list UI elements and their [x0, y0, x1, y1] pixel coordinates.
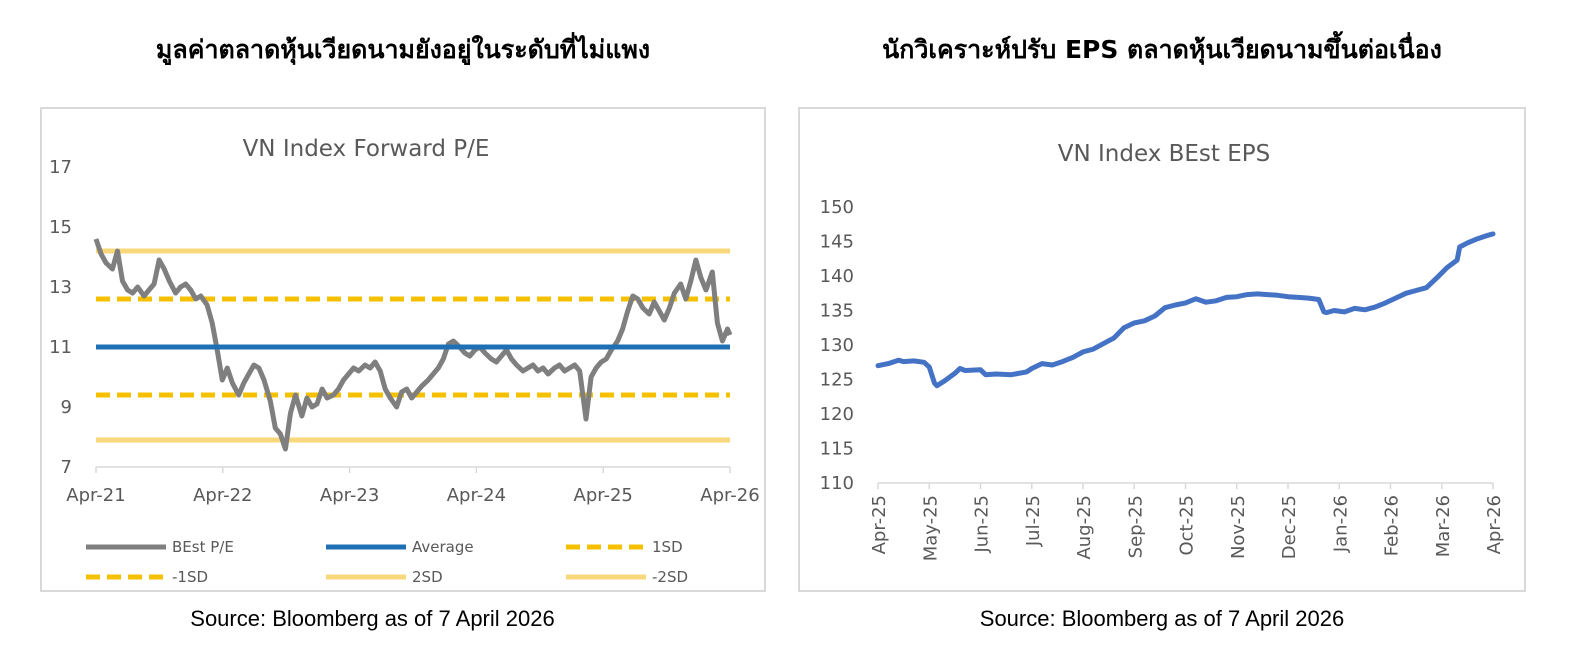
y-tick-label: 125 — [820, 370, 854, 391]
x-tick-label: Apr-25 — [869, 495, 890, 554]
y-tick-label: 140 — [820, 266, 854, 287]
left-source-note: Source: Bloomberg as of 7 April 2026 — [190, 606, 555, 631]
y-tick-label: 130 — [820, 335, 854, 356]
pe-chart-panel: VN Index Forward P/E 7 9 11 13 15 17 Apr-21 Apr-… — [40, 107, 766, 592]
chart-title: VN Index BEst EPS — [1058, 141, 1271, 167]
y-tick-label: 13 — [49, 277, 72, 298]
y-tick-label: 135 — [820, 301, 854, 322]
x-tick-label: Mar-26 — [1433, 495, 1454, 557]
legend-label: -1SD — [172, 568, 208, 586]
legend-label: Average — [412, 538, 474, 556]
legend-label: BEst P/E — [172, 538, 234, 556]
x-tick-label: Oct-25 — [1177, 495, 1198, 556]
legend-label: 2SD — [412, 568, 443, 586]
y-tick-label: 9 — [61, 397, 72, 418]
y-tick-label: 145 — [820, 232, 854, 253]
y-tick-label: 115 — [820, 439, 854, 460]
x-tick-label: Jan-26 — [1330, 495, 1351, 553]
left-chart-heading: มูลค่าตลาดหุ้นเวียดนามยังอยู่ในระดับที่ไ… — [155, 35, 651, 64]
x-tick-label: Dec-25 — [1279, 495, 1300, 559]
x-tick-label: Apr-21 — [66, 485, 125, 506]
x-tick-label: Apr-25 — [574, 485, 633, 506]
x-tick-label: Sep-25 — [1125, 495, 1146, 558]
y-tick-label: 11 — [49, 337, 72, 358]
x-tick-label: Apr-24 — [447, 485, 506, 506]
y-tick-label: 17 — [49, 157, 72, 178]
x-tick-label: Apr-23 — [320, 485, 379, 506]
legend-label: 1SD — [652, 538, 683, 556]
pe-chart: VN Index Forward P/E 7 9 11 13 15 17 Apr-21 Apr-… — [49, 136, 760, 586]
x-tick-label: Nov-25 — [1228, 495, 1249, 559]
y-tick-label: 110 — [820, 473, 854, 494]
chart-title: VN Index Forward P/E — [243, 136, 490, 162]
x-tick-label: Apr-22 — [193, 485, 252, 506]
x-tick-label: Aug-25 — [1074, 495, 1095, 560]
x-tick-label: Apr-26 — [700, 485, 759, 506]
y-tick-label: 7 — [61, 457, 72, 478]
right-source-note: Source: Bloomberg as of 7 April 2026 — [979, 606, 1345, 631]
right-chart-heading: นักวิเคราะห์ปรับ EPS ตลาดหุ้นเวียดนามขึ้… — [882, 35, 1442, 64]
y-tick-label: 150 — [820, 197, 854, 218]
x-tick-label: Jul-25 — [1023, 495, 1044, 547]
y-tick-label: 120 — [820, 404, 854, 425]
series-line-bestpe — [93, 238, 733, 452]
legend-label: -2SD — [652, 568, 688, 586]
x-tick-label: Feb-26 — [1382, 495, 1403, 556]
eps-chart: VN Index BEst EPS 110 115 120 125 130 135 140 14… — [820, 141, 1505, 561]
x-tick-label: May-25 — [920, 495, 941, 561]
x-tick-label: Apr-26 — [1484, 495, 1505, 554]
eps-chart-panel: VN Index BEst EPS 110 115 120 125 130 135 140 14… — [798, 107, 1526, 592]
y-tick-label: 15 — [49, 217, 72, 238]
x-tick-label: Jun-25 — [972, 495, 993, 554]
series-line-eps — [875, 231, 1496, 389]
